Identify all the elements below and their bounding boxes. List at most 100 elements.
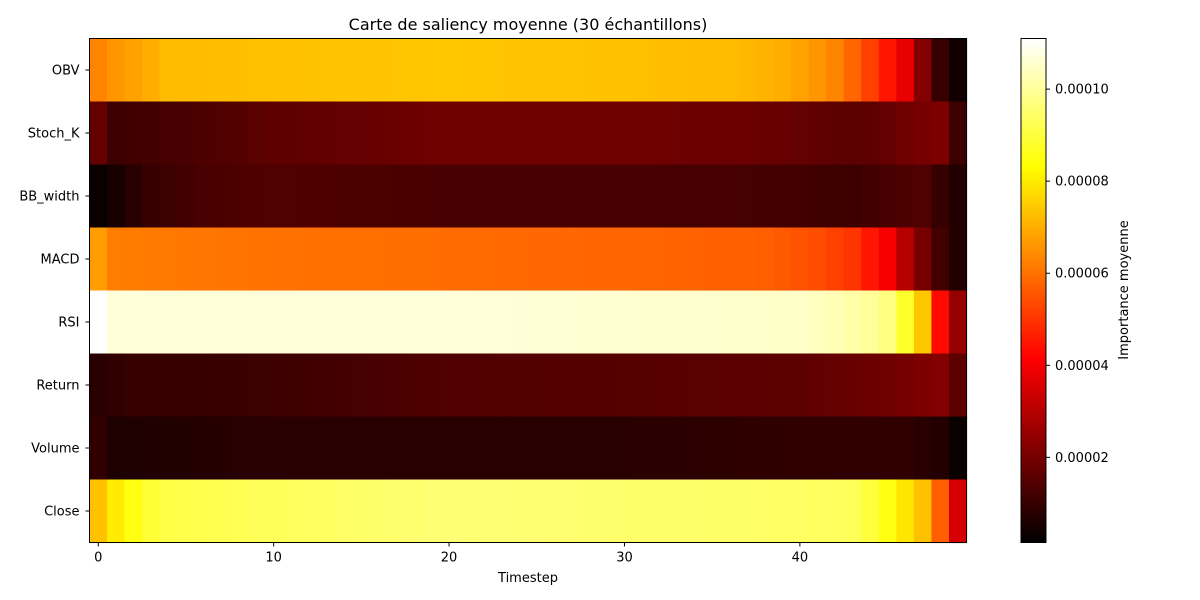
heatmap-cell bbox=[615, 416, 634, 481]
heatmap-cell bbox=[528, 38, 547, 103]
heatmap-cell bbox=[791, 227, 810, 292]
y-tick-label: BB_width bbox=[19, 190, 79, 205]
heatmap-cell bbox=[913, 416, 933, 481]
heatmap-cell bbox=[668, 164, 687, 229]
heatmap-cell bbox=[475, 290, 494, 355]
heatmap-cell bbox=[370, 353, 389, 418]
heatmap-cell bbox=[808, 38, 827, 103]
heatmap-cell bbox=[791, 479, 810, 544]
heatmap-cell bbox=[492, 353, 512, 418]
heatmap-cell bbox=[773, 164, 792, 229]
x-axis-label: Timestep bbox=[497, 571, 558, 586]
heatmap-cell bbox=[89, 479, 108, 544]
heatmap-cell bbox=[264, 227, 284, 292]
heatmap-cell bbox=[738, 164, 757, 229]
heatmap-cell bbox=[299, 101, 319, 166]
heatmap-cell bbox=[387, 416, 406, 481]
heatmap-cell bbox=[791, 38, 810, 103]
heatmap-cell bbox=[948, 290, 968, 355]
heatmap-cell bbox=[580, 479, 599, 544]
heatmap-cell bbox=[177, 164, 196, 229]
heatmap-cell bbox=[650, 416, 669, 481]
heatmap-cell bbox=[299, 227, 319, 292]
heatmap-cell bbox=[440, 479, 459, 544]
heatmap-cell bbox=[650, 101, 669, 166]
heatmap-cell bbox=[177, 227, 196, 292]
heatmap-cell bbox=[650, 164, 669, 229]
heatmap-cell bbox=[685, 479, 704, 544]
heatmap-cell bbox=[878, 353, 897, 418]
heatmap-cell bbox=[563, 416, 582, 481]
heatmap-cell bbox=[317, 227, 336, 292]
heatmap-cell bbox=[668, 38, 687, 103]
heatmap-cell bbox=[387, 290, 406, 355]
heatmap-cell bbox=[107, 416, 126, 481]
heatmap-cell bbox=[405, 479, 424, 544]
heatmap-cell bbox=[668, 290, 687, 355]
heatmap-cell bbox=[861, 479, 880, 544]
heatmap-cell bbox=[299, 353, 319, 418]
heatmap-cell bbox=[282, 290, 301, 355]
heatmap-cell bbox=[457, 38, 476, 103]
heatmap-cell bbox=[440, 353, 459, 418]
heatmap-cell bbox=[756, 38, 775, 103]
heatmap-cell bbox=[124, 290, 143, 355]
heatmap-cell bbox=[229, 353, 248, 418]
heatmap-cell bbox=[264, 101, 284, 166]
heatmap-cell bbox=[457, 479, 476, 544]
heatmap-cell bbox=[773, 290, 792, 355]
heatmap-cell bbox=[703, 353, 722, 418]
heatmap-cell bbox=[405, 353, 424, 418]
heatmap-cell bbox=[440, 164, 459, 229]
heatmap-cell bbox=[142, 416, 161, 481]
heatmap-cell bbox=[317, 38, 336, 103]
heatmap-cell bbox=[124, 416, 143, 481]
heatmap-cell bbox=[773, 227, 792, 292]
heatmap-cell bbox=[685, 38, 704, 103]
heatmap-cell bbox=[791, 290, 810, 355]
heatmap-cell bbox=[475, 416, 494, 481]
heatmap-cell bbox=[861, 101, 880, 166]
heatmap-cell bbox=[773, 38, 792, 103]
heatmap-cell bbox=[352, 479, 371, 544]
heatmap-cell bbox=[703, 290, 722, 355]
heatmap-cell bbox=[177, 101, 196, 166]
heatmap-cell bbox=[931, 479, 950, 544]
heatmap-cell bbox=[580, 38, 599, 103]
y-tick-label: MACD bbox=[41, 253, 80, 268]
heatmap-cell bbox=[563, 290, 582, 355]
heatmap-cell bbox=[773, 101, 792, 166]
heatmap-cell bbox=[475, 164, 494, 229]
heatmap-cell bbox=[492, 101, 512, 166]
heatmap-cells bbox=[89, 38, 968, 544]
heatmap-cell bbox=[685, 290, 704, 355]
heatmap-cell bbox=[422, 416, 441, 481]
heatmap-cell bbox=[247, 479, 266, 544]
heatmap-cell bbox=[756, 353, 775, 418]
heatmap-cell bbox=[545, 164, 564, 229]
heatmap-cell bbox=[668, 101, 687, 166]
heatmap-cell bbox=[124, 227, 143, 292]
heatmap-cell bbox=[931, 227, 950, 292]
heatmap-cell bbox=[457, 416, 476, 481]
heatmap-cell bbox=[212, 38, 231, 103]
heatmap-cell bbox=[335, 38, 354, 103]
heatmap-cell bbox=[299, 164, 319, 229]
heatmap-cell bbox=[422, 353, 441, 418]
heatmap-cell bbox=[475, 227, 494, 292]
heatmap-cell bbox=[791, 353, 810, 418]
heatmap-cell bbox=[861, 290, 880, 355]
heatmap-cell bbox=[194, 38, 213, 103]
heatmap-cell bbox=[913, 38, 933, 103]
heatmap-cell bbox=[194, 416, 213, 481]
heatmap-cell bbox=[948, 353, 968, 418]
heatmap-cell bbox=[773, 353, 792, 418]
heatmap-cell bbox=[720, 290, 740, 355]
heatmap-cell bbox=[826, 416, 845, 481]
heatmap-cell bbox=[229, 227, 248, 292]
heatmap-cell bbox=[615, 101, 634, 166]
heatmap-cell bbox=[598, 38, 617, 103]
heatmap-cell bbox=[931, 164, 950, 229]
heatmap-cell bbox=[896, 227, 915, 292]
